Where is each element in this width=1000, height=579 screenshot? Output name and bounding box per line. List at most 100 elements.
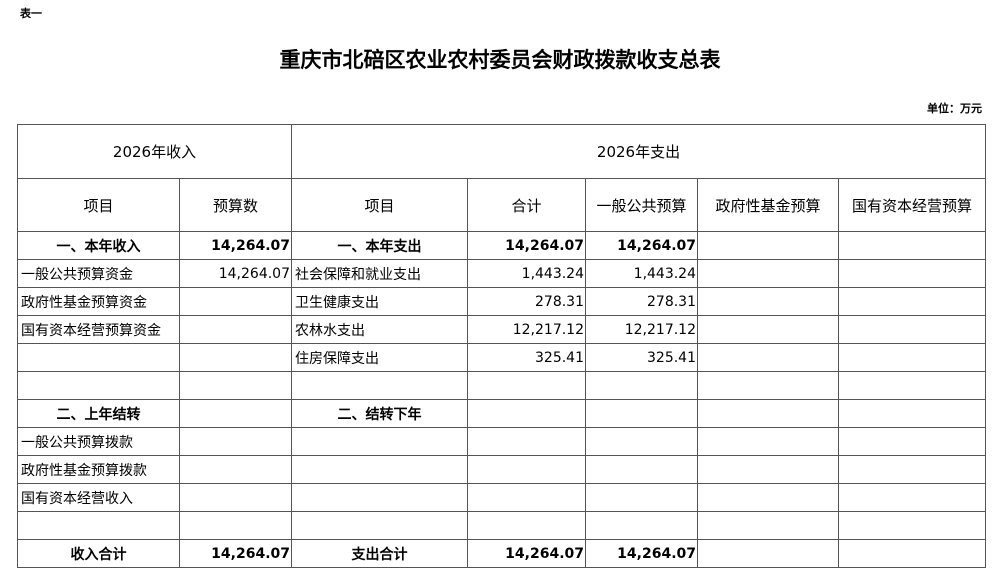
table-cell xyxy=(291,427,468,456)
table-cell xyxy=(697,315,839,344)
table-cell: 325.41 xyxy=(585,343,698,372)
table-cell xyxy=(291,483,468,512)
table-cell: 国有资本经营收入 xyxy=(17,483,180,512)
table-cell xyxy=(179,511,292,540)
table-cell xyxy=(17,343,180,372)
table-cell xyxy=(697,343,839,372)
table-cell xyxy=(17,511,180,540)
table-cell xyxy=(697,287,839,316)
table-cell: 14,264.07 xyxy=(179,231,292,260)
table-cell xyxy=(838,371,986,400)
table-row: 一般公共预算拨款 xyxy=(17,427,986,456)
table-cell xyxy=(179,427,292,456)
table-cell xyxy=(838,427,986,456)
table-cell xyxy=(179,343,292,372)
table-cell: 14,264.07 xyxy=(179,259,292,288)
income-header: 2026年收入 xyxy=(17,124,292,179)
table-cell xyxy=(838,539,986,568)
table-cell xyxy=(179,315,292,344)
table-cell xyxy=(291,511,468,540)
table-cell: 二、上年结转 xyxy=(17,399,180,428)
table-row xyxy=(17,371,986,400)
col-header: 预算数 xyxy=(179,178,292,232)
table-cell: 一、本年收入 xyxy=(17,231,180,260)
table-cell: 收入合计 xyxy=(17,539,180,568)
budget-table: 2026年收入 2026年支出 项目 预算数 项目 合计 一般公共预算 政府性基金… xyxy=(17,124,986,568)
table-cell: 14,264.07 xyxy=(467,231,586,260)
table-cell xyxy=(697,231,839,260)
table-cell: 278.31 xyxy=(585,287,698,316)
table-cell: 农林水支出 xyxy=(291,315,468,344)
table-cell xyxy=(838,259,986,288)
table-row: 国有资本经营预算资金 农林水支出 12,217.12 12,217.12 xyxy=(17,315,986,344)
table-row: 住房保障支出 325.41 325.41 xyxy=(17,343,986,372)
table-cell xyxy=(179,371,292,400)
table-row: 政府性基金预算拨款 xyxy=(17,455,986,484)
table-cell: 14,264.07 xyxy=(585,231,698,260)
table-cell: 政府性基金预算拨款 xyxy=(17,455,180,484)
table-row: 一、本年收入 14,264.07 一、本年支出 14,264.07 14,264.07 xyxy=(17,231,986,260)
table-cell xyxy=(838,455,986,484)
table-cell xyxy=(838,483,986,512)
table-row: 收入合计 14,264.07 支出合计 14,264.07 14,264.07 xyxy=(17,539,986,568)
table-cell: 325.41 xyxy=(467,343,586,372)
table-cell: 卫生健康支出 xyxy=(291,287,468,316)
table-cell: 12,217.12 xyxy=(467,315,586,344)
table-cell xyxy=(838,343,986,372)
table-cell xyxy=(467,483,586,512)
table-cell xyxy=(291,371,468,400)
table-cell: 一般公共预算资金 xyxy=(17,259,180,288)
col-header: 项目 xyxy=(291,178,468,232)
table-cell xyxy=(585,511,698,540)
table-cell xyxy=(697,483,839,512)
table-cell xyxy=(838,511,986,540)
table-cell xyxy=(838,399,986,428)
table-cell: 支出合计 xyxy=(291,539,468,568)
col-header: 合计 xyxy=(467,178,586,232)
table-cell xyxy=(179,287,292,316)
table-cell xyxy=(467,455,586,484)
table-cell xyxy=(179,455,292,484)
table-cell xyxy=(697,455,839,484)
table-cell: 一般公共预算拨款 xyxy=(17,427,180,456)
table-cell: 政府性基金预算资金 xyxy=(17,287,180,316)
table-cell: 住房保障支出 xyxy=(291,343,468,372)
table-cell xyxy=(585,371,698,400)
table-cell xyxy=(838,287,986,316)
table-cell xyxy=(467,511,586,540)
table-cell: 1,443.24 xyxy=(467,259,586,288)
table-cell: 278.31 xyxy=(467,287,586,316)
table-row: 政府性基金预算资金 卫生健康支出 278.31 278.31 xyxy=(17,287,986,316)
table-cell xyxy=(697,371,839,400)
table-cell xyxy=(467,399,586,428)
table-cell xyxy=(697,427,839,456)
table-cell: 二、结转下年 xyxy=(291,399,468,428)
table-cell xyxy=(697,399,839,428)
table-label: 表一 xyxy=(20,7,42,20)
table-cell xyxy=(697,259,839,288)
table-cell: 12,217.12 xyxy=(585,315,698,344)
table-row: 一般公共预算资金 14,264.07 社会保障和就业支出 1,443.24 1,443.… xyxy=(17,259,986,288)
table-cell xyxy=(838,315,986,344)
table-cell xyxy=(585,455,698,484)
table-cell: 14,264.07 xyxy=(585,539,698,568)
expense-header: 2026年支出 xyxy=(291,124,986,179)
table-cell xyxy=(697,539,839,568)
col-header: 一般公共预算 xyxy=(585,178,698,232)
table-cell xyxy=(291,455,468,484)
table-row: 二、上年结转 二、结转下年 xyxy=(17,399,986,428)
col-header: 政府性基金预算 xyxy=(697,178,839,232)
table-cell xyxy=(179,399,292,428)
table-cell: 14,264.07 xyxy=(179,539,292,568)
table-cell: 社会保障和就业支出 xyxy=(291,259,468,288)
table-cell: 一、本年支出 xyxy=(291,231,468,260)
table-cell xyxy=(585,399,698,428)
table-cell: 1,443.24 xyxy=(585,259,698,288)
table-cell xyxy=(838,231,986,260)
table-cell xyxy=(467,427,586,456)
page-title: 重庆市北碚区农业农村委员会财政拨款收支总表 xyxy=(279,47,721,72)
table-cell xyxy=(17,371,180,400)
table-cell: 国有资本经营预算资金 xyxy=(17,315,180,344)
table-row xyxy=(17,511,986,540)
col-header: 国有资本经营预算 xyxy=(838,178,986,232)
